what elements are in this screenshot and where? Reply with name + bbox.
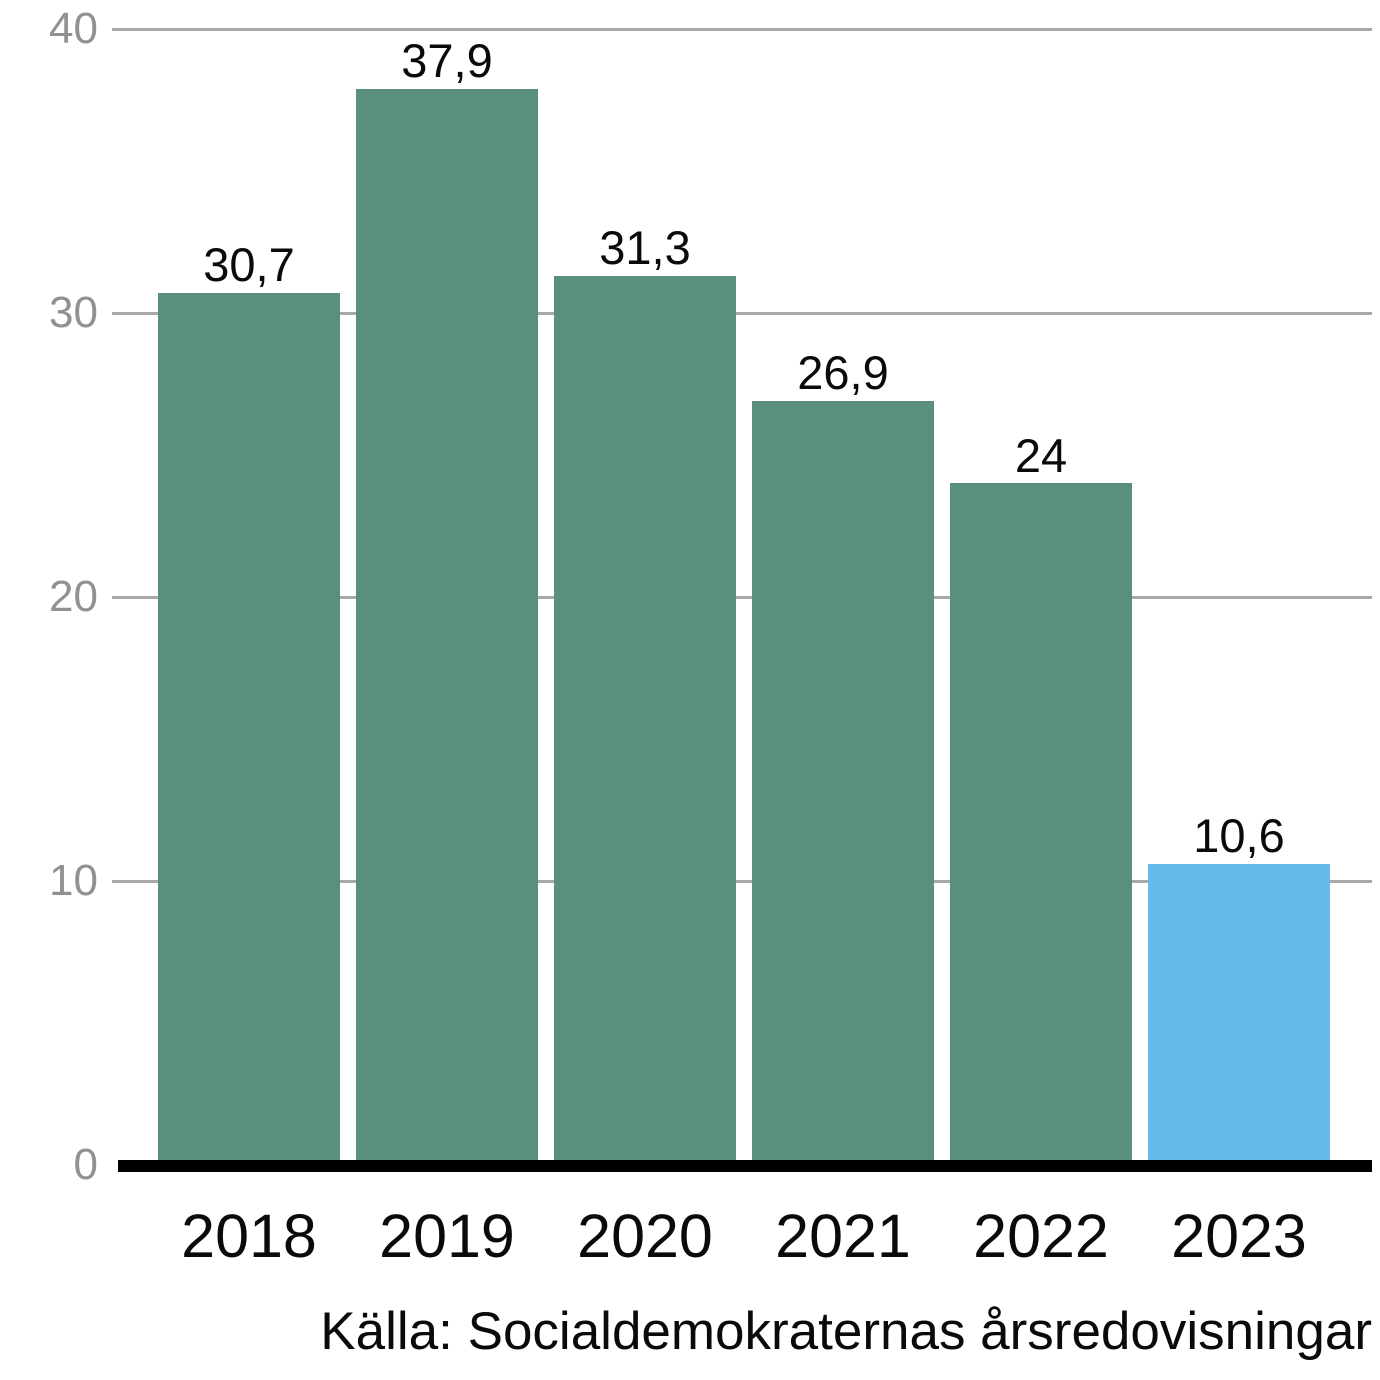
x-axis-tick-label-2019: 2019 <box>379 1202 515 1270</box>
bar-value-label-2019: 37,9 <box>401 33 493 87</box>
y-axis-tick-label-30: 30 <box>49 288 98 337</box>
y-axis-tick-label-40: 40 <box>49 4 98 53</box>
bar-2023 <box>1148 863 1330 1165</box>
bar-2018 <box>158 293 340 1165</box>
x-axis-tick-label-2020: 2020 <box>577 1202 713 1270</box>
bar-value-label-2021: 26,9 <box>797 346 889 400</box>
x-axis-tick-label-2022: 2022 <box>973 1202 1109 1270</box>
y-axis-tick-label-10: 10 <box>49 856 98 905</box>
y-axis-tick-label-20: 20 <box>49 572 98 621</box>
bar-2021 <box>752 401 934 1165</box>
y-axis-tick-label-0: 0 <box>73 1140 98 1189</box>
x-axis-line <box>118 1160 1372 1172</box>
gridline-10 <box>112 879 1372 883</box>
bar-value-label-2023: 10,6 <box>1193 809 1285 863</box>
x-axis-tick-label-2018: 2018 <box>181 1202 317 1270</box>
gridline-40 <box>112 27 1372 31</box>
bar-2019 <box>356 88 538 1165</box>
gridline-30 <box>112 311 1372 315</box>
x-axis-tick-label-2021: 2021 <box>775 1202 911 1270</box>
bar-2020 <box>554 276 736 1165</box>
x-axis-tick-label-2023: 2023 <box>1171 1202 1307 1270</box>
bar-2022 <box>950 483 1132 1165</box>
bar-value-label-2018: 30,7 <box>203 238 295 292</box>
gridline-20 <box>112 595 1372 599</box>
bar-value-label-2022: 24 <box>1014 428 1068 482</box>
bar-value-label-2020: 31,3 <box>599 221 691 275</box>
source-caption: Källa: Socialdemokraternas årsredovisnin… <box>320 1302 1372 1361</box>
